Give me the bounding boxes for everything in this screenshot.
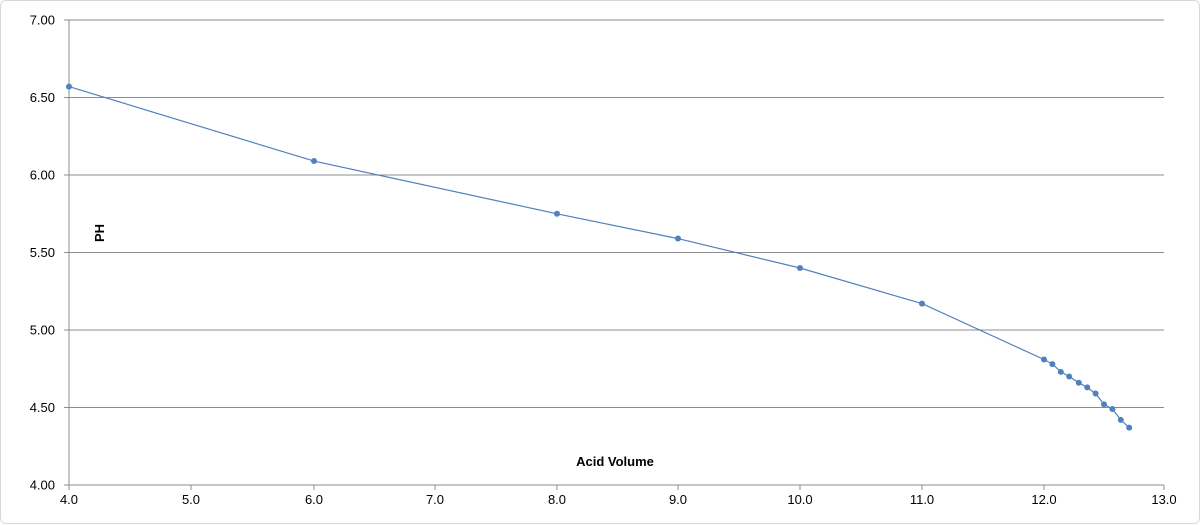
- y-tick-label: 5.50: [30, 245, 55, 260]
- x-tick-labels: 4.0 5.0 6.0 7.0 8.0 9.0 10.0 11.0 12.0 13.0: [60, 492, 1177, 507]
- gridlines: [69, 19, 1164, 486]
- x-axis-title: Acid Volume: [576, 454, 654, 469]
- y-tick-label: 4.00: [30, 478, 55, 493]
- data-point: [554, 210, 560, 217]
- x-tick-label: 12.0: [1031, 492, 1056, 507]
- x-tick-label: 4.0: [60, 492, 78, 507]
- data-point: [311, 158, 317, 165]
- data-point: [1075, 379, 1082, 386]
- axes: [64, 19, 1165, 490]
- data-point: [1117, 416, 1124, 423]
- y-axis-title: PH: [92, 224, 107, 242]
- data-point: [66, 83, 72, 90]
- data-point: [1084, 384, 1091, 391]
- x-tick-label: 6.0: [305, 492, 323, 507]
- y-tick-label: 7.00: [30, 13, 55, 28]
- data-point: [1041, 356, 1047, 363]
- y-tick-labels: 4.00 4.50 5.00 5.50 6.00 6.50 7.00: [30, 13, 55, 493]
- data-point: [1109, 406, 1116, 413]
- y-tick-label: 6.00: [30, 168, 55, 183]
- y-tick-label: 6.50: [30, 90, 55, 105]
- x-tick-label: 11.0: [910, 492, 934, 507]
- data-point: [797, 265, 803, 271]
- data-point: [1066, 373, 1073, 380]
- data-point: [1101, 401, 1107, 408]
- x-tick-label: 8.0: [548, 492, 566, 507]
- data-point: [1092, 390, 1099, 397]
- data-point: [1126, 424, 1133, 431]
- data-point: [1057, 368, 1064, 375]
- x-tick-label: 5.0: [182, 492, 200, 507]
- x-tick-label: 7.0: [426, 492, 444, 507]
- x-tick-label: 10.0: [787, 492, 812, 507]
- data-point: [1049, 361, 1056, 368]
- data-point: [675, 235, 681, 242]
- x-tick-label: 13.0: [1151, 492, 1176, 507]
- y-tick-label: 4.50: [30, 400, 55, 415]
- y-tick-label: 5.00: [30, 323, 55, 338]
- data-point: [919, 300, 925, 307]
- data-series: [66, 83, 1133, 431]
- series-line: [68, 86, 1130, 429]
- x-tick-label: 9.0: [669, 492, 687, 507]
